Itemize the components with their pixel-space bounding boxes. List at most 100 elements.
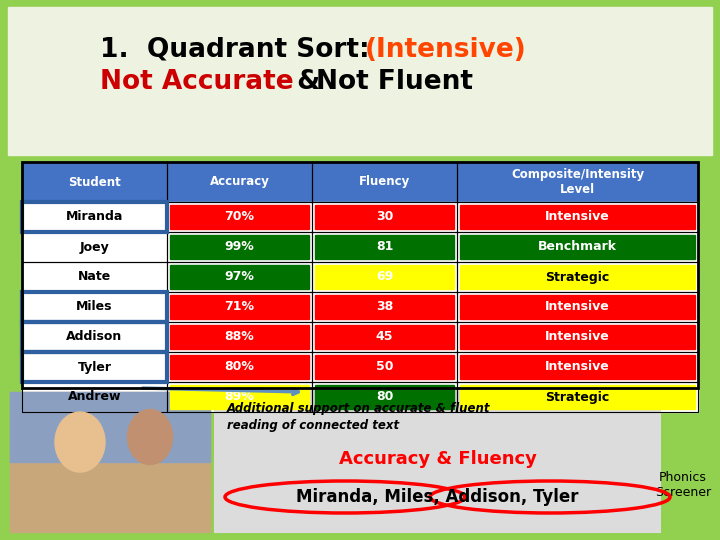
Bar — [457, 292, 698, 322]
Bar — [457, 232, 698, 262]
Text: 38: 38 — [376, 300, 393, 314]
Bar — [312, 322, 457, 352]
Bar — [312, 352, 457, 382]
Text: Fluency: Fluency — [359, 176, 410, 188]
Bar — [22, 352, 167, 382]
Bar — [457, 382, 698, 412]
Bar — [22, 322, 167, 352]
Text: 70%: 70% — [225, 211, 254, 224]
Bar — [457, 352, 698, 382]
Bar — [170, 265, 309, 289]
Bar — [315, 295, 454, 319]
Bar — [312, 202, 457, 232]
Bar — [312, 232, 457, 262]
Bar — [315, 205, 454, 229]
Bar — [22, 232, 167, 262]
Ellipse shape — [127, 409, 173, 464]
Bar — [315, 385, 454, 409]
Bar — [25, 205, 164, 229]
Bar — [167, 262, 312, 292]
Bar — [22, 162, 698, 388]
Bar — [170, 385, 309, 409]
Bar — [22, 352, 167, 382]
Bar — [457, 202, 698, 232]
Bar — [457, 382, 698, 412]
Bar — [167, 232, 312, 262]
Text: 69: 69 — [376, 271, 393, 284]
Bar — [167, 162, 312, 202]
Bar — [457, 292, 698, 322]
Text: (Intensive): (Intensive) — [365, 37, 527, 63]
Bar — [460, 205, 695, 229]
Bar — [312, 322, 457, 352]
Bar — [167, 382, 312, 412]
Bar — [457, 262, 698, 292]
Text: 89%: 89% — [225, 390, 254, 403]
Bar — [167, 322, 312, 352]
Text: Strategic: Strategic — [545, 271, 610, 284]
Bar — [460, 235, 695, 259]
Bar — [460, 295, 695, 319]
Text: Student: Student — [68, 176, 121, 188]
Bar — [22, 162, 167, 202]
Bar — [315, 355, 454, 379]
Bar — [170, 355, 309, 379]
Bar — [457, 162, 698, 202]
Bar — [457, 322, 698, 352]
Text: Accuracy & Fluency: Accuracy & Fluency — [338, 450, 536, 468]
Text: Composite/Intensity
Level: Composite/Intensity Level — [511, 168, 644, 196]
Bar — [312, 162, 457, 202]
Bar — [22, 202, 167, 232]
Bar — [22, 322, 167, 352]
Bar — [25, 295, 164, 319]
Text: Miles: Miles — [76, 300, 113, 314]
Text: Phonics
Screener: Phonics Screener — [655, 471, 711, 499]
Bar — [167, 202, 312, 232]
Bar — [460, 355, 695, 379]
Bar — [457, 202, 698, 232]
Bar — [312, 382, 457, 412]
Text: 45: 45 — [376, 330, 393, 343]
Text: Joey: Joey — [80, 240, 109, 253]
Bar — [8, 7, 712, 155]
Bar — [22, 202, 167, 232]
Bar — [167, 262, 312, 292]
Bar — [312, 162, 457, 202]
Text: 1.  Quadrant Sort:: 1. Quadrant Sort: — [100, 37, 379, 63]
Text: Intensive: Intensive — [545, 300, 610, 314]
Text: 71%: 71% — [225, 300, 254, 314]
Bar — [22, 292, 167, 322]
Bar — [22, 262, 167, 292]
Bar — [25, 325, 164, 349]
Bar — [167, 232, 312, 262]
Bar — [457, 232, 698, 262]
Bar — [10, 392, 210, 462]
Text: 80%: 80% — [225, 361, 254, 374]
Bar — [167, 292, 312, 322]
Text: 81: 81 — [376, 240, 393, 253]
Bar — [457, 162, 698, 202]
Text: Strategic: Strategic — [545, 390, 610, 403]
Text: Intensive: Intensive — [545, 361, 610, 374]
Bar — [315, 325, 454, 349]
Text: Miranda: Miranda — [66, 211, 123, 224]
Bar — [22, 352, 167, 382]
Bar — [460, 325, 695, 349]
Bar — [170, 295, 309, 319]
Text: 88%: 88% — [225, 330, 254, 343]
Text: Intensive: Intensive — [545, 211, 610, 224]
Text: Accuracy: Accuracy — [210, 176, 269, 188]
Text: Andrew: Andrew — [68, 390, 121, 403]
Bar — [22, 292, 167, 322]
Bar — [460, 265, 695, 289]
Bar — [25, 355, 164, 379]
Text: Additional support on accurate & fluent
reading of connected text: Additional support on accurate & fluent … — [227, 402, 490, 432]
Text: Benchmark: Benchmark — [538, 240, 617, 253]
Bar — [22, 382, 167, 412]
Bar — [170, 235, 309, 259]
Bar — [167, 202, 312, 232]
Bar — [312, 232, 457, 262]
Bar — [312, 262, 457, 292]
Bar — [170, 205, 309, 229]
Bar — [167, 322, 312, 352]
